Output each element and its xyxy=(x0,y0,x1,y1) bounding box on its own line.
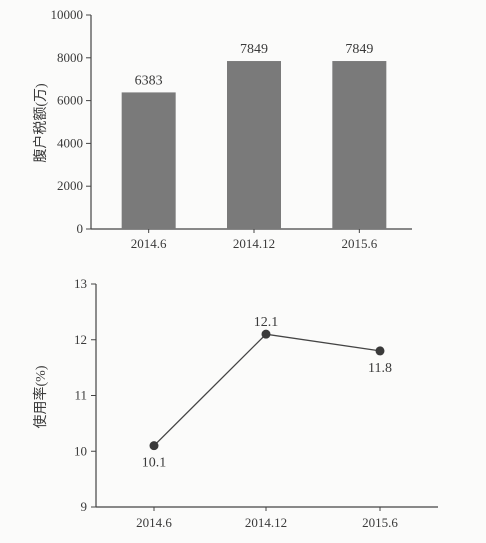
bar-chart-xtick-label: 2014.6 xyxy=(131,236,167,251)
line-chart-ylabel: 使用率(%) xyxy=(32,365,49,428)
line-chart-xtick-label: 2014.6 xyxy=(136,515,172,530)
bar-chart-ytick-label: 6000 xyxy=(57,93,83,108)
bar xyxy=(227,61,281,229)
bar-chart-ytick-label: 8000 xyxy=(57,50,83,65)
bar-data-label: 6383 xyxy=(135,73,163,88)
point-data-label: 11.8 xyxy=(368,361,392,376)
bar-chart: 腹户税额(万) 0 2000 4000 6000 8000 10000 6383 2014.6… xyxy=(32,7,412,251)
line-chart-ytick-label: 11 xyxy=(74,388,87,403)
bar-chart-xtick-label: 2015.6 xyxy=(341,236,377,251)
bar-chart-ytick-label: 10000 xyxy=(51,7,84,22)
bar xyxy=(121,92,176,229)
bar xyxy=(332,61,387,229)
bar-chart-xtick-label: 2014.12 xyxy=(233,236,275,251)
bar-chart-ytick-label: 2000 xyxy=(57,178,83,193)
bar-chart-ylabel: 腹户税额(万) xyxy=(32,83,49,163)
data-point xyxy=(375,346,385,356)
point-data-label: 10.1 xyxy=(142,456,167,471)
point-data-label: 12.1 xyxy=(254,315,279,330)
line-chart-xtick-label: 2014.12 xyxy=(245,515,287,530)
bar-data-label: 7849 xyxy=(240,42,268,57)
data-point xyxy=(149,441,159,451)
line-chart-ytick-label: 9 xyxy=(81,499,88,514)
line-chart-ytick-label: 13 xyxy=(74,276,87,291)
data-point xyxy=(261,329,271,339)
line-chart-xtick-label: 2015.6 xyxy=(362,515,398,530)
line-chart-ytick-label: 10 xyxy=(74,443,87,458)
series-line xyxy=(153,333,381,447)
line-chart-ytick-label: 12 xyxy=(74,332,87,347)
bar-chart-ytick-label: 0 xyxy=(77,221,84,236)
line-chart: 使用率(%) 9 10 11 12 13 10.1 2014.6 12.1 2014.12 11.… xyxy=(32,276,438,530)
bar-data-label: 7849 xyxy=(345,42,373,57)
bar-chart-ytick-label: 4000 xyxy=(57,135,83,150)
